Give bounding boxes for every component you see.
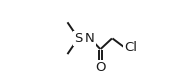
Text: S: S xyxy=(74,32,82,45)
Text: O: O xyxy=(95,61,106,74)
Text: N: N xyxy=(85,32,95,45)
Text: Cl: Cl xyxy=(124,41,137,54)
